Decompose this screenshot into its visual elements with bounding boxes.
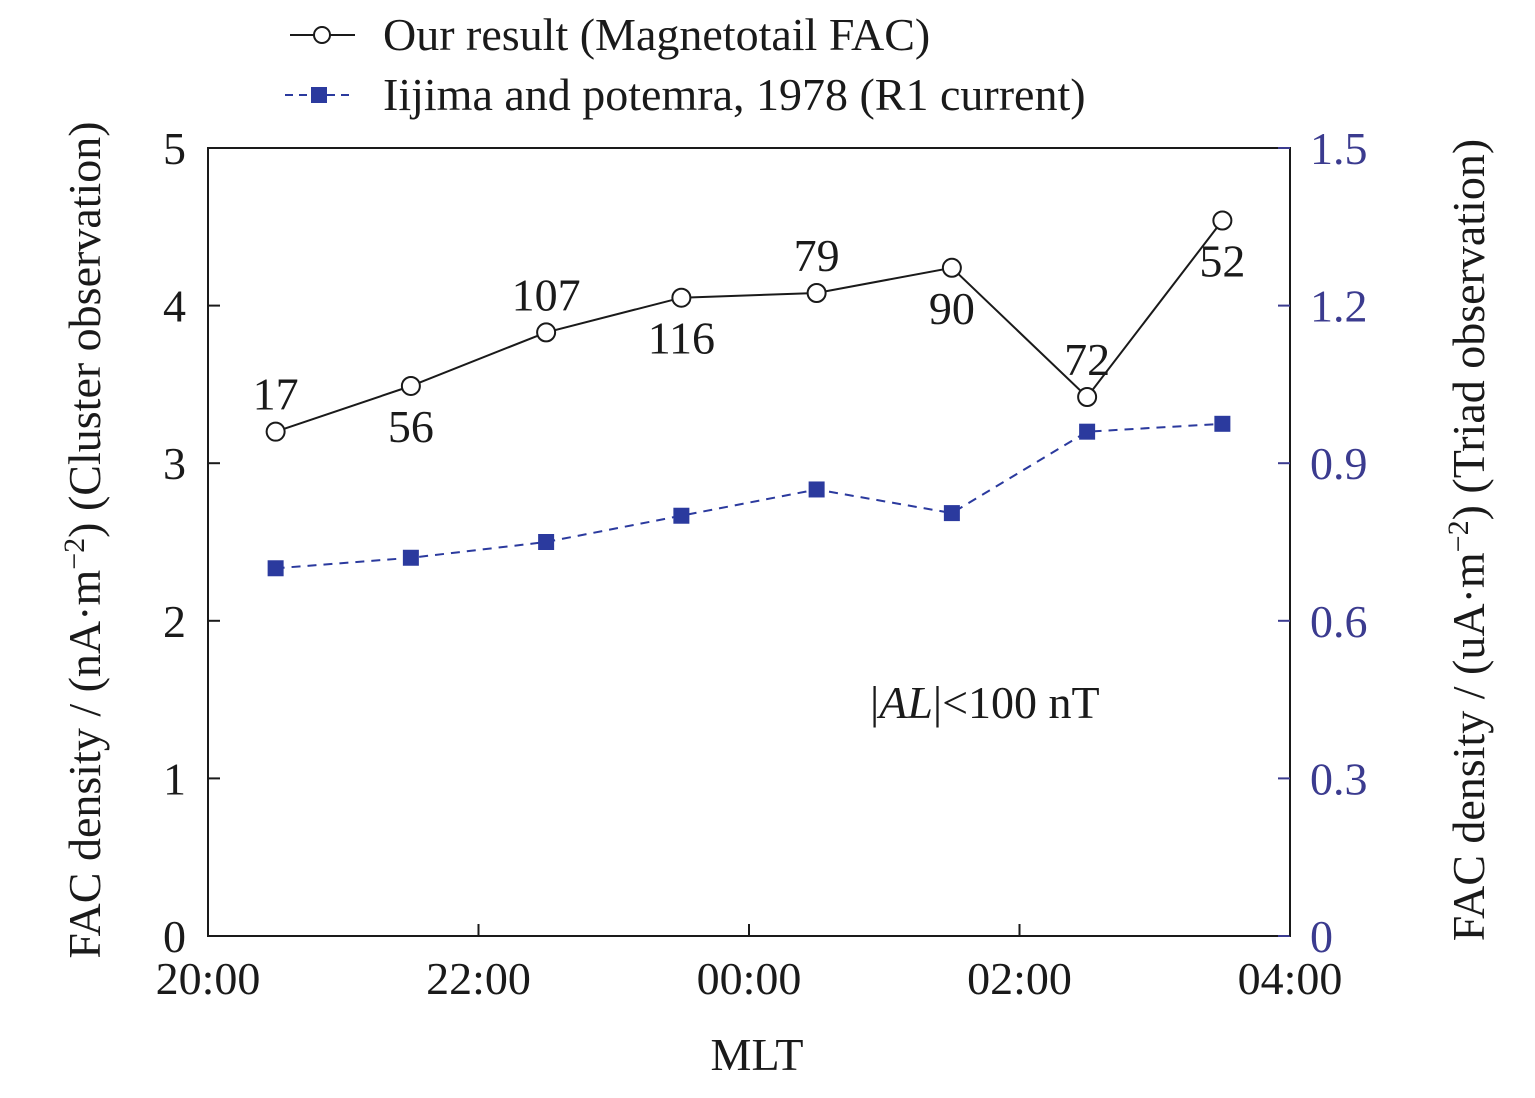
point-count-label: 17 (253, 369, 299, 420)
left-axis-title-b: ) (Cluster observation) (59, 121, 110, 537)
point-count-label: 56 (388, 401, 434, 452)
data-point-square (1079, 423, 1096, 440)
legend-label-our-result: Our result (Magnetotail FAC) (383, 9, 930, 60)
legend-marker-our-result (313, 26, 331, 44)
left-tick-label: 3 (163, 438, 186, 489)
data-point-square (943, 505, 960, 522)
data-point-square (538, 534, 555, 550)
data-point-square (402, 549, 419, 566)
plot-frame (207, 147, 1291, 937)
right-tick-label: 0.6 (1310, 596, 1368, 647)
x-axis: 20:00 22:00 00:00 02:00 04:00 (156, 924, 1343, 1004)
right-tick-label: 1.2 (1310, 281, 1368, 332)
x-axis-title: MLT (711, 1029, 804, 1080)
point-count-label: 116 (648, 313, 715, 364)
right-axis-title-exp: −2 (1442, 520, 1475, 552)
right-axis-title: FAC density / (uA·m−2) (Triad observatio… (1442, 139, 1494, 941)
legend-entry-iijima: Iijima and potemra, 1978 (R1 current) (285, 69, 1086, 120)
data-point-circle (400, 375, 421, 396)
right-tick-label: 0 (1310, 911, 1333, 962)
right-axis-title-b: ) (Triad observation) (1443, 139, 1494, 521)
annotation-bar-left: | (870, 677, 879, 728)
point-labels: 17 56 107 116 79 90 72 52 (253, 230, 1246, 452)
data-point-square (673, 507, 690, 524)
data-point-circle (1212, 210, 1233, 231)
x-tick-label: 22:00 (426, 953, 531, 1004)
data-point-circle (265, 421, 286, 442)
annotation-al: AL (876, 677, 933, 728)
annotation-threshold: |<100 nT (933, 677, 1100, 728)
legend-label-iijima: Iijima and potemra, 1978 (R1 current) (383, 69, 1086, 120)
series-lines (275, 219, 1224, 570)
data-point-square (1214, 415, 1231, 432)
left-axis-title-exp: −2 (58, 538, 91, 570)
data-point-circle (671, 287, 692, 308)
right-tick-label: 0.3 (1310, 753, 1368, 804)
right-tick-label: 1.5 (1310, 123, 1368, 174)
right-tick-label: 0.9 (1310, 438, 1368, 489)
x-tick-label: 00:00 (697, 953, 802, 1004)
data-point-square (267, 560, 284, 577)
point-count-label: 72 (1064, 334, 1110, 385)
legend-entry-our-result: Our result (Magnetotail FAC) (290, 9, 930, 60)
x-tick-label: 04:00 (1238, 953, 1343, 1004)
point-count-label: 52 (1199, 235, 1245, 286)
data-point-square (808, 481, 825, 498)
right-axis-title-a: FAC density / (uA·m (1443, 552, 1494, 941)
left-axis-title: FAC density / (nA·m−2) (Cluster observat… (58, 121, 110, 958)
series-line-1 (275, 422, 1223, 570)
annotation: |AL|<100 nT (870, 677, 1100, 728)
point-count-label: 107 (512, 269, 581, 320)
data-point-circle (1077, 387, 1098, 408)
legend-marker-iijima (311, 87, 327, 103)
series-line-0 (275, 219, 1224, 433)
point-count-label: 90 (929, 283, 975, 334)
legend: Our result (Magnetotail FAC) Iijima and … (285, 9, 1086, 120)
x-tick-label: 02:00 (967, 953, 1072, 1004)
data-point-circle (941, 257, 962, 278)
left-axis-title-a: FAC density / (nA·m (59, 570, 110, 959)
left-tick-label: 5 (163, 123, 186, 174)
series-markers (265, 210, 1233, 577)
data-point-circle (806, 282, 827, 303)
left-tick-label: 4 (163, 281, 186, 332)
right-axis: 0 0.3 0.6 0.9 1.2 1.5 (1278, 123, 1368, 962)
x-tick-label: 20:00 (156, 953, 261, 1004)
point-count-label: 79 (794, 230, 840, 281)
left-tick-label: 1 (163, 753, 186, 804)
data-point-circle (536, 322, 557, 343)
left-tick-label: 0 (163, 911, 186, 962)
left-axis: 0 1 2 3 4 5 (163, 123, 220, 962)
left-tick-label: 2 (163, 596, 186, 647)
